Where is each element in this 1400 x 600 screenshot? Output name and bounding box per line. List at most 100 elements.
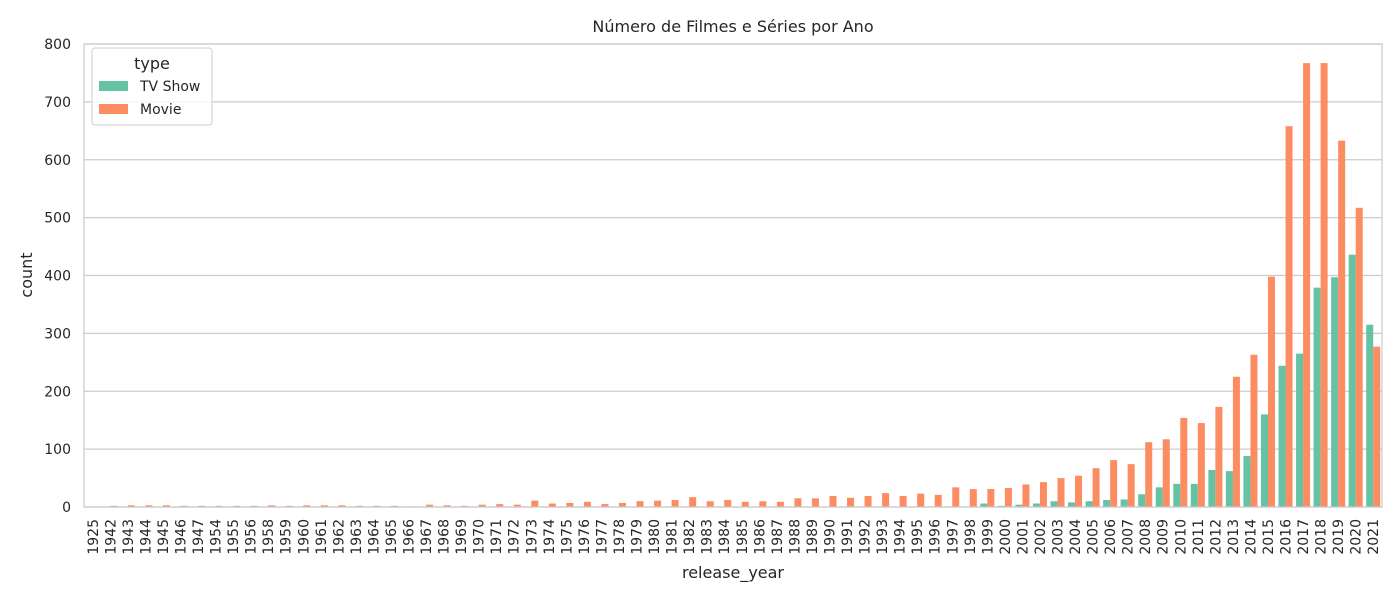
y-tick-label: 400 <box>44 269 71 285</box>
bar-tv-show-2010 <box>1173 483 1181 507</box>
legend-title: type <box>134 54 170 73</box>
bar-movie-2007 <box>1127 464 1135 507</box>
bar-movie-1990 <box>829 496 837 507</box>
bar-movie-1973 <box>531 500 539 507</box>
y-axis-ticks: 0 100 200 300 400 500 600 700 800 <box>44 37 71 516</box>
bar-movie-2013 <box>1232 376 1240 507</box>
x-tick-label: 1979 <box>630 519 646 555</box>
bar-movie-2019 <box>1338 140 1346 507</box>
legend-swatch-tv-show <box>99 81 128 91</box>
bar-movie-2021 <box>1373 346 1381 507</box>
bar-tv-show-2011 <box>1190 483 1198 507</box>
x-tick-label: 1997 <box>945 519 961 555</box>
bar-movie-1961 <box>320 505 328 507</box>
x-tick-label: 1985 <box>735 519 751 555</box>
x-tick-label: 1973 <box>524 519 540 555</box>
x-tick-label: 2003 <box>1051 519 1067 555</box>
bar-movie-1982 <box>689 497 697 507</box>
bar-movie-1983 <box>706 501 714 507</box>
x-tick-label: 2014 <box>1243 519 1259 555</box>
bar-movie-1993 <box>882 493 890 507</box>
x-tick-label: 1996 <box>928 519 944 555</box>
chart-title: Número de Filmes e Séries por Ano <box>592 17 873 36</box>
x-tick-label: 2006 <box>1103 519 1119 555</box>
bar-tv-show-2009 <box>1155 487 1163 507</box>
bar-movie-1988 <box>794 498 802 507</box>
bar-movie-2010 <box>1180 417 1188 507</box>
x-tick-label: 1969 <box>454 519 470 555</box>
x-tick-label: 2021 <box>1366 519 1382 555</box>
x-tick-label: 1965 <box>384 519 400 555</box>
bar-movie-1980 <box>654 500 662 507</box>
x-tick-label: 2018 <box>1314 519 1330 555</box>
x-tick-label: 1966 <box>402 519 418 555</box>
x-tick-label: 2008 <box>1138 519 1154 555</box>
bar-movie-1972 <box>513 504 521 507</box>
x-tick-label: 1982 <box>682 519 698 555</box>
bar-tv-show-2002 <box>1032 503 1040 507</box>
x-tick-label: 1970 <box>472 519 488 555</box>
bar-movie-2017 <box>1303 63 1311 507</box>
x-tick-label: 1999 <box>980 519 996 555</box>
x-axis-title: release_year <box>682 563 784 583</box>
bar-movie-1995 <box>917 493 925 507</box>
bar-movie-2003 <box>1057 478 1065 507</box>
bar-movie-1986 <box>759 501 767 507</box>
y-tick-label: 700 <box>44 95 71 111</box>
x-tick-label: 1978 <box>612 519 628 555</box>
bar-movie-1968 <box>443 505 451 507</box>
x-tick-label: 1981 <box>665 519 681 555</box>
bar-tv-show-2014 <box>1243 456 1251 507</box>
bar-movie-1958 <box>268 505 276 507</box>
bar-tv-show-2004 <box>1068 502 1076 507</box>
bar-tv-show-2016 <box>1278 365 1286 507</box>
legend-swatch-movie <box>99 104 128 114</box>
bar-movie-1998 <box>969 489 977 507</box>
x-tick-label: 2012 <box>1208 519 1224 555</box>
plot-frame <box>83 43 1383 508</box>
x-tick-label: 1992 <box>858 519 874 555</box>
x-tick-label: 1998 <box>963 519 979 555</box>
bar-movie-1967 <box>426 504 434 507</box>
bar-movie-1989 <box>811 498 819 507</box>
x-tick-label: 1989 <box>805 519 821 555</box>
x-tick-label: 1993 <box>875 519 891 555</box>
x-tick-label: 2001 <box>1015 519 1031 555</box>
bar-movie-1985 <box>741 501 749 507</box>
bar-tv-show-2019 <box>1331 277 1339 507</box>
bar-movie-1944 <box>145 505 153 507</box>
x-tick-label: 2000 <box>998 519 1014 555</box>
bar-movie-2012 <box>1215 406 1223 507</box>
bar-movie-2016 <box>1285 126 1293 508</box>
bar-movie-1960 <box>303 505 311 507</box>
bar-movie-1971 <box>496 504 504 507</box>
x-tick-label: 1958 <box>261 519 277 555</box>
x-tick-label: 1976 <box>577 519 593 555</box>
y-axis-title: count <box>17 252 36 297</box>
x-tick-label: 1980 <box>647 519 663 555</box>
x-tick-label: 2013 <box>1226 519 1242 555</box>
x-tick-label: 2016 <box>1279 519 1295 555</box>
bar-movie-2009 <box>1162 439 1170 507</box>
x-tick-label: 1960 <box>296 519 312 555</box>
legend-label-movie: Movie <box>140 102 181 118</box>
x-tick-label: 1968 <box>437 519 453 555</box>
bar-movie-1984 <box>724 500 732 507</box>
y-tick-label: 100 <box>44 442 71 458</box>
x-tick-label: 2005 <box>1086 519 1102 555</box>
legend: type TV Show Movie <box>91 47 213 126</box>
x-tick-label: 2019 <box>1331 519 1347 555</box>
legend-label-tv-show: TV Show <box>139 79 200 95</box>
bar-tv-show-2008 <box>1138 494 1146 507</box>
bar-movie-2006 <box>1110 460 1118 507</box>
bar-movie-2000 <box>1004 487 1012 507</box>
x-tick-label: 1925 <box>86 519 102 555</box>
x-tick-label: 1954 <box>209 519 225 555</box>
bar-tv-show-2006 <box>1103 500 1111 507</box>
bar-movie-1997 <box>952 487 960 507</box>
x-tick-label: 1963 <box>349 519 365 555</box>
y-tick-label: 200 <box>44 384 71 400</box>
x-tick-label: 1994 <box>893 519 909 555</box>
bar-tv-show-2001 <box>1015 504 1023 507</box>
x-tick-label: 1990 <box>822 519 838 555</box>
